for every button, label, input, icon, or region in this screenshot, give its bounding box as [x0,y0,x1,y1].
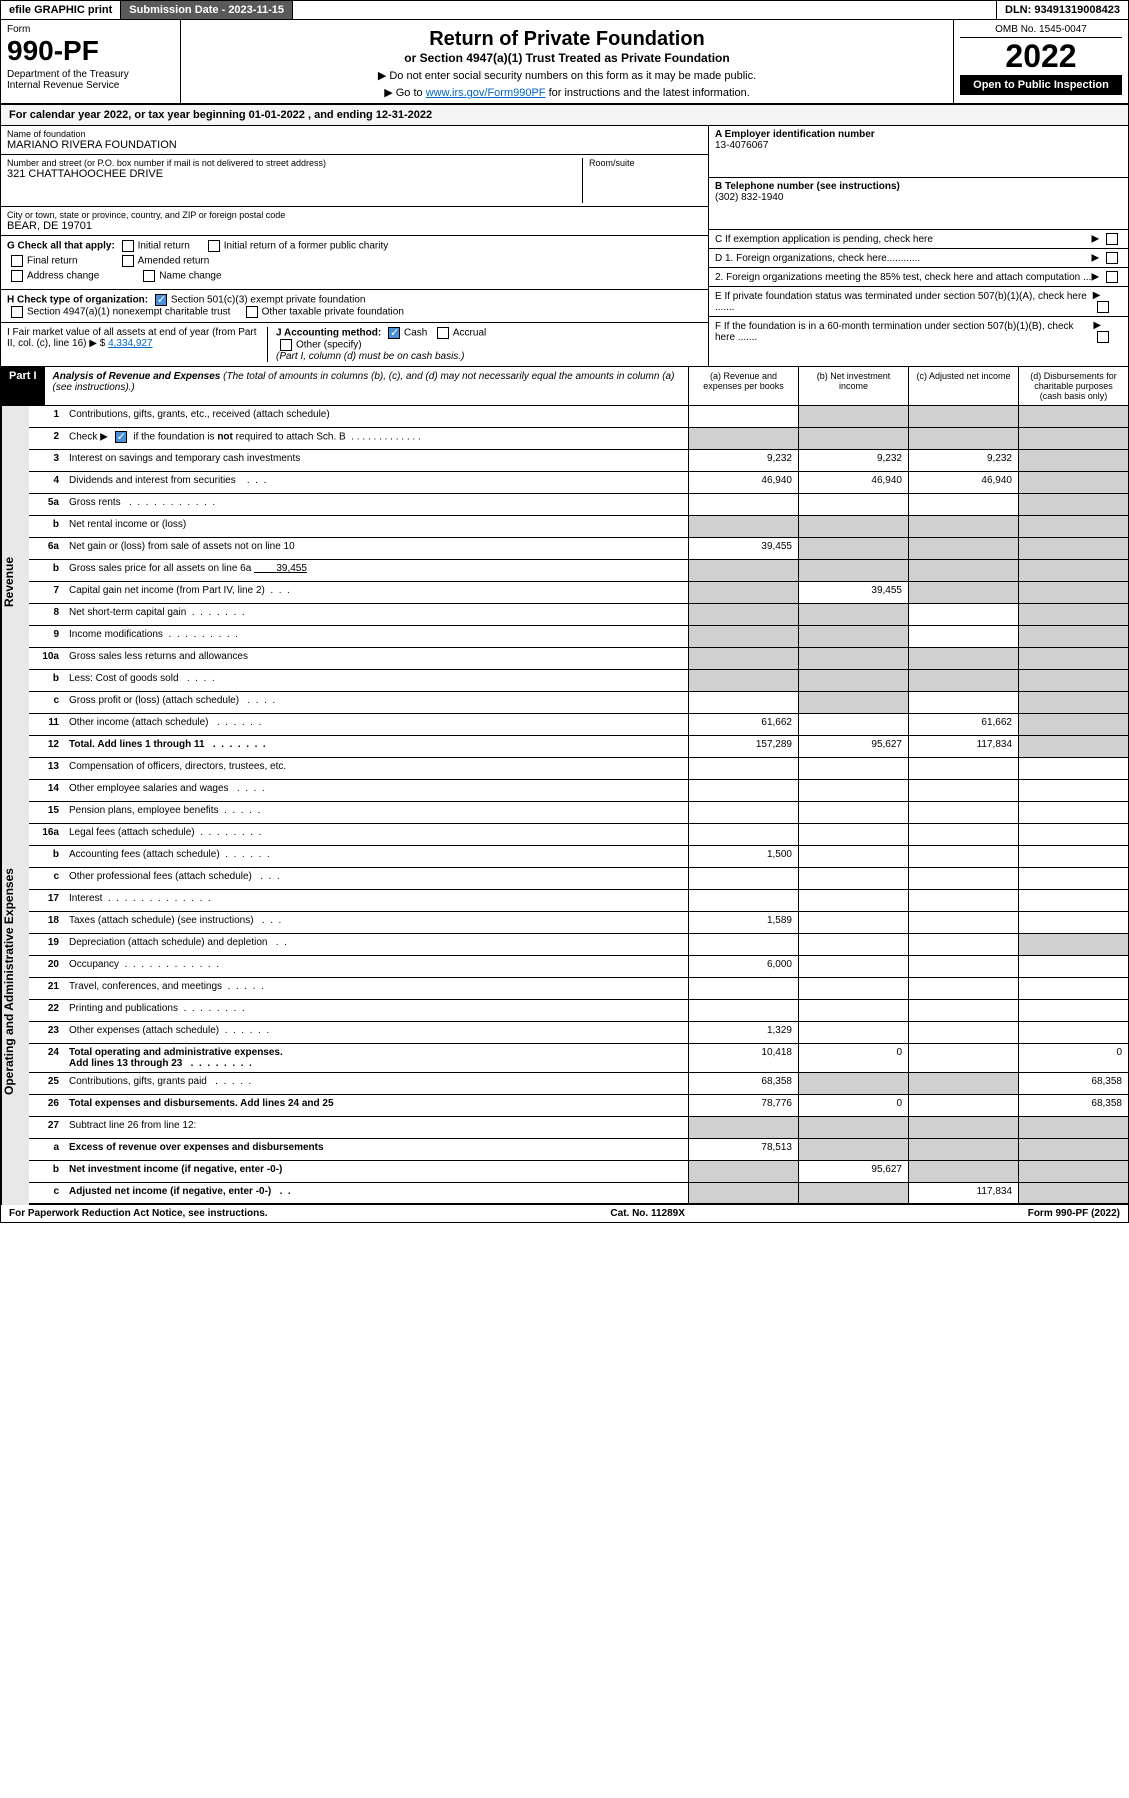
col-b-header: (b) Net investment income [798,367,908,405]
c-row: C If exemption application is pending, c… [709,230,1128,249]
expenses-label: Operating and Administrative Expenses [1,758,29,1205]
calendar-year-row: For calendar year 2022, or tax year begi… [1,105,1128,126]
4947-checkbox[interactable] [11,306,23,318]
irs-link[interactable]: www.irs.gov/Form990PF [426,87,546,99]
b-phone-row: B Telephone number (see instructions) (3… [709,178,1128,230]
f-row: F If the foundation is in a 60-month ter… [709,317,1128,346]
d1-checkbox[interactable] [1106,252,1118,264]
efile-label: efile GRAPHIC print [1,1,121,19]
e-row: E If private foundation status was termi… [709,287,1128,317]
initial-return-checkbox[interactable] [122,240,134,252]
revenue-section: Revenue 1Contributions, gifts, grants, e… [1,406,1128,758]
top-bar: efile GRAPHIC print Submission Date - 20… [1,1,1128,20]
col-d-header: (d) Disbursements for charitable purpose… [1018,367,1128,405]
form-number: 990-PF [7,35,174,67]
h-section: H Check type of organization: Section 50… [1,290,708,323]
form-title: Return of Private Foundation [189,28,945,51]
info-left: Name of foundation MARIANO RIVERA FOUNDA… [1,126,708,366]
final-return-checkbox[interactable] [11,255,23,267]
street-row: Number and street (or P.O. box number if… [1,155,708,207]
form-word: Form [7,24,174,35]
d1-row: D 1. Foreign organizations, check here..… [709,249,1128,268]
header-left: Form 990-PF Department of the TreasuryIn… [1,20,181,103]
a-ein-row: A Employer identification number 13-4076… [709,126,1128,178]
catalog-number: Cat. No. 11289X [610,1208,684,1219]
cash-checkbox[interactable] [388,327,400,339]
info-right: A Employer identification number 13-4076… [708,126,1128,366]
fmv-value[interactable]: 4,334,927 [108,338,153,349]
form-container: efile GRAPHIC print Submission Date - 20… [0,0,1129,1223]
other-taxable-checkbox[interactable] [246,306,258,318]
form-subtitle: or Section 4947(a)(1) Trust Treated as P… [189,51,945,65]
other-method-checkbox[interactable] [280,339,292,351]
col-c-header: (c) Adjusted net income [908,367,1018,405]
instruction-2: ▶ Go to www.irs.gov/Form990PF for instru… [189,86,945,99]
schb-checkbox[interactable] [115,431,127,443]
d2-checkbox[interactable] [1106,271,1118,283]
col-a-header: (a) Revenue and expenses per books [688,367,798,405]
amended-checkbox[interactable] [122,255,134,267]
header-right: OMB No. 1545-0047 2022 Open to Public In… [953,20,1128,103]
name-change-checkbox[interactable] [143,270,155,282]
info-grid: Name of foundation MARIANO RIVERA FOUNDA… [1,126,1128,367]
form-header: Form 990-PF Department of the TreasuryIn… [1,20,1128,105]
i-j-section: I Fair market value of all assets at end… [1,323,708,366]
e-checkbox[interactable] [1097,301,1109,313]
form-ref: Form 990-PF (2022) [1028,1208,1120,1219]
expenses-section: Operating and Administrative Expenses 13… [1,758,1128,1205]
d2-row: 2. Foreign organizations meeting the 85%… [709,268,1128,287]
paperwork-notice: For Paperwork Reduction Act Notice, see … [9,1208,268,1219]
header-center: Return of Private Foundation or Section … [181,20,953,103]
address-change-checkbox[interactable] [11,270,23,282]
initial-former-checkbox[interactable] [208,240,220,252]
name-row: Name of foundation MARIANO RIVERA FOUNDA… [1,126,708,155]
tax-year: 2022 [960,38,1122,75]
part1-label: Part I [1,367,45,405]
page-footer: For Paperwork Reduction Act Notice, see … [1,1205,1128,1222]
c-checkbox[interactable] [1106,233,1118,245]
f-checkbox[interactable] [1097,331,1109,343]
open-public: Open to Public Inspection [960,75,1122,95]
city-row: City or town, state or province, country… [1,207,708,236]
submission-date: Submission Date - 2023-11-15 [121,1,293,19]
501c3-checkbox[interactable] [155,294,167,306]
g-section: G Check all that apply: Initial return I… [1,236,708,290]
omb-number: OMB No. 1545-0047 [960,24,1122,38]
revenue-label: Revenue [1,406,29,758]
part1-title: Analysis of Revenue and Expenses (The to… [45,367,688,405]
dept-treasury: Department of the TreasuryInternal Reven… [7,69,174,91]
part1-header-row: Part I Analysis of Revenue and Expenses … [1,367,1128,406]
instruction-1: ▶ Do not enter social security numbers o… [189,69,945,82]
accrual-checkbox[interactable] [437,327,449,339]
dln-label: DLN: 93491319008423 [996,1,1128,19]
